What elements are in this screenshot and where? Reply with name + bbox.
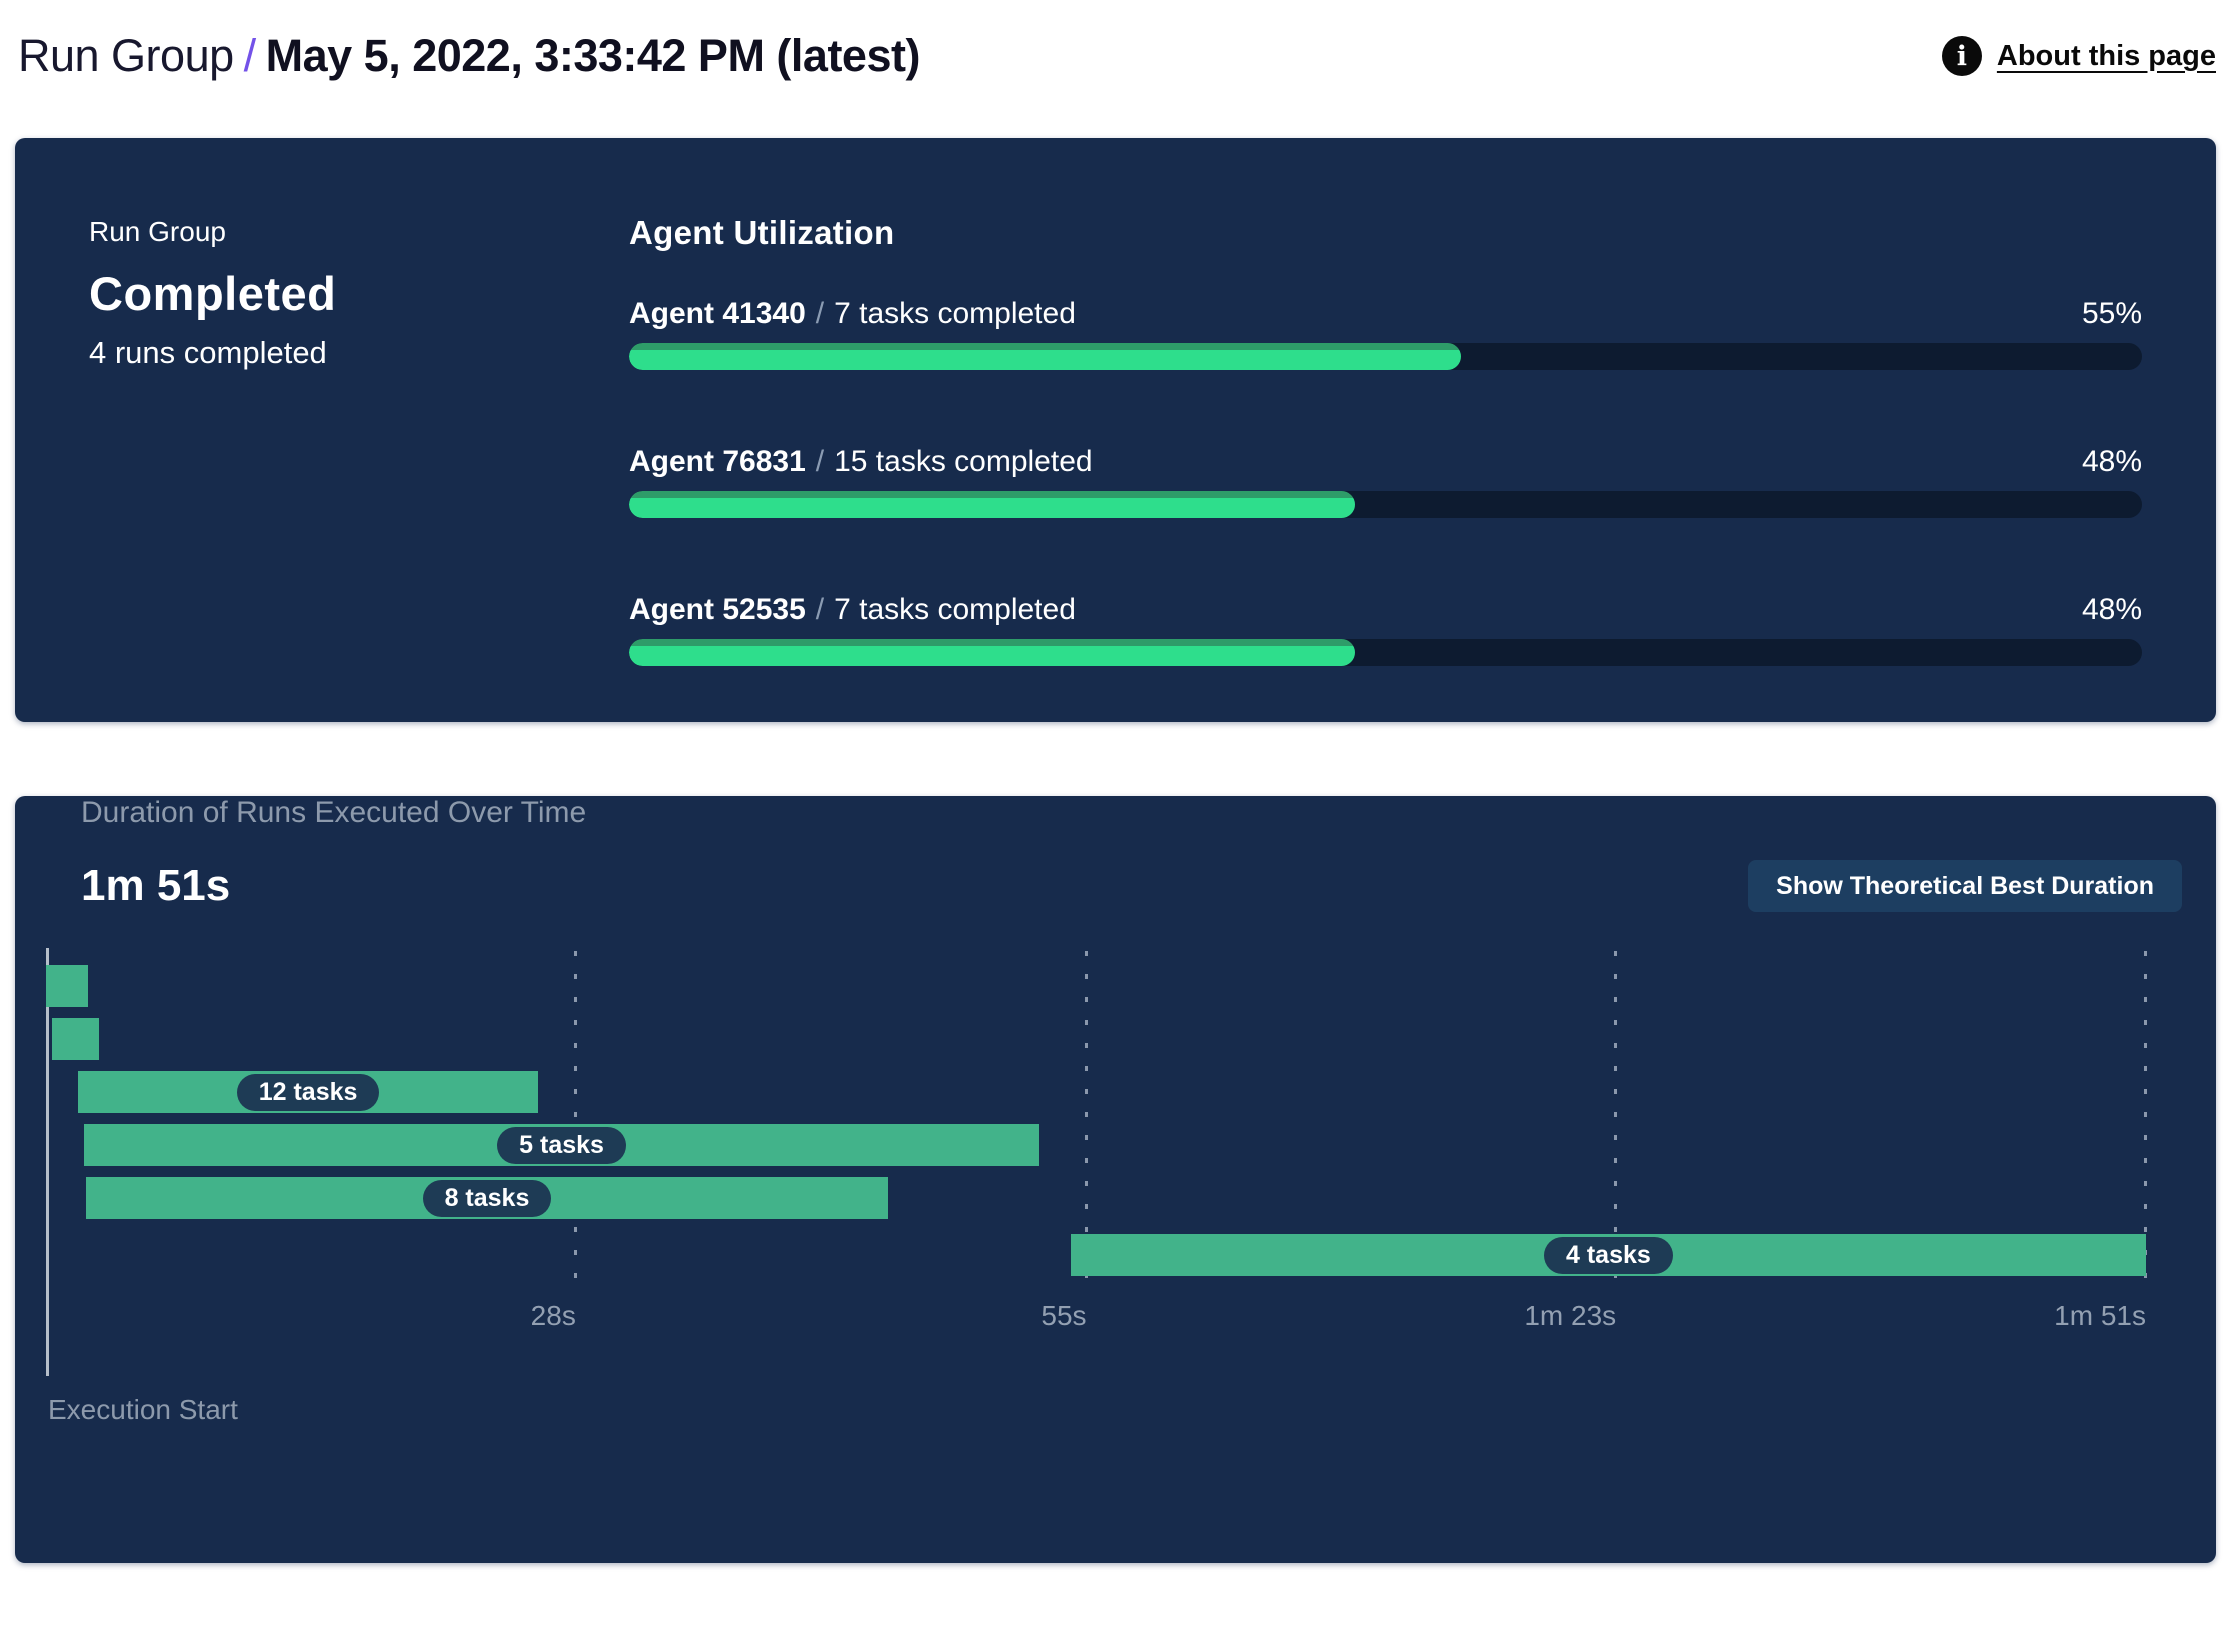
gantt-row: 12 tasks	[46, 1071, 2146, 1113]
execution-start-line	[46, 948, 49, 1376]
run-bar[interactable]: 4 tasks	[1070, 1234, 2146, 1276]
task-count-pill: 4 tasks	[1543, 1236, 1673, 1274]
progress-track	[629, 343, 2142, 370]
run-bar[interactable]: 12 tasks	[78, 1071, 539, 1113]
about-label: About this page	[1996, 39, 2216, 72]
page-title: Run Group / May 5, 2022, 3:33:42 PM (lates…	[18, 30, 920, 82]
agent-utilization-percent: 48%	[2081, 593, 2142, 626]
run-bar[interactable]	[51, 1018, 99, 1060]
gantt-row	[46, 1018, 2146, 1060]
agent-row: Agent 52535 / 7 tasks completed 48%	[629, 593, 2142, 666]
gridline-28s	[573, 951, 577, 1291]
run-group-status-panel: Run Group Completed 4 runs completed	[89, 216, 629, 722]
info-icon: i	[1941, 36, 1982, 76]
total-duration: 1m 51s	[81, 861, 231, 910]
duration-header-row: 1m 51s Show Theoretical Best Duration	[81, 860, 2182, 912]
agent-name: Agent 76831	[629, 445, 806, 478]
agent-row-label: Agent 52535 / 7 tasks completed 48%	[629, 593, 2142, 627]
agent-label-separator: /	[815, 445, 825, 478]
agent-tasks-completed: 7 tasks completed	[834, 297, 1076, 330]
agent-row: Agent 41340 / 7 tasks completed 55%	[629, 297, 2142, 370]
gridline-1m51s	[2144, 951, 2147, 1291]
show-theoretical-best-button[interactable]: Show Theoretical Best Duration	[1748, 860, 2182, 912]
axis-tick-label: 1m 23s	[1524, 1300, 1617, 1331]
agent-label-separator: /	[815, 297, 825, 330]
progress-track	[629, 491, 2142, 518]
agent-utilization-panel: Agent Utilization Agent 41340 / 7 tasks co…	[629, 214, 2142, 722]
agent-utilization-percent: 48%	[2081, 445, 2142, 478]
gantt-rows: 12 tasks 5 tasks 8 tasks 4 tasks	[46, 948, 2146, 1276]
agent-row-label: Agent 76831 / 15 tasks completed 48%	[629, 445, 2142, 479]
gantt-chart: 12 tasks 5 tasks 8 tasks 4 tasks	[46, 948, 2147, 1376]
gridline-55s	[1084, 951, 1088, 1291]
runs-completed-text: 4 runs completed	[89, 335, 327, 370]
axis-tick-label: 28s	[530, 1300, 576, 1331]
task-count-pill: 5 tasks	[497, 1126, 626, 1164]
axis-tick-label: 1m 51s	[2054, 1300, 2146, 1331]
agent-utilization-heading: Agent Utilization	[629, 214, 895, 251]
run-group-status: Completed	[89, 267, 337, 320]
progress-fill	[629, 491, 1356, 518]
breadcrumb: Run Group	[18, 30, 234, 81]
gantt-row: 4 tasks	[46, 1234, 2146, 1276]
agent-name: Agent 52535	[629, 593, 806, 626]
top-header: Run Group / May 5, 2022, 3:33:42 PM (lates…	[0, 0, 2240, 100]
agent-tasks-completed: 15 tasks completed	[834, 445, 1093, 478]
time-axis: 28s 55s 1m 23s 1m 51s	[46, 1300, 2146, 1334]
page-title-date: May 5, 2022, 3:33:42 PM (latest)	[265, 30, 921, 81]
progress-fill	[629, 639, 1356, 666]
agent-utilization-percent: 55%	[2081, 297, 2142, 330]
run-group-summary-card: Run Group Completed 4 runs completed Age…	[15, 138, 2216, 722]
execution-start-label: Execution Start	[48, 1394, 238, 1425]
run-bar[interactable]	[46, 965, 88, 1007]
agent-name: Agent 41340	[629, 297, 806, 330]
gantt-row	[46, 965, 2146, 1007]
agent-tasks-completed: 7 tasks completed	[834, 593, 1076, 626]
agent-row: Agent 76831 / 15 tasks completed 48%	[629, 445, 2142, 518]
task-count-pill: 8 tasks	[422, 1179, 552, 1217]
run-group-label: Run Group	[89, 216, 226, 247]
run-bar[interactable]: 8 tasks	[85, 1177, 889, 1219]
gridline-1m23s	[1614, 951, 1618, 1291]
about-this-page-link[interactable]: i About this page	[1941, 36, 2216, 76]
agent-row-label: Agent 41340 / 7 tasks completed 55%	[629, 297, 2142, 331]
breadcrumb-separator: /	[243, 30, 257, 81]
gantt-row: 8 tasks	[46, 1177, 2146, 1219]
agent-label-separator: /	[815, 593, 825, 626]
task-count-pill: 12 tasks	[236, 1073, 380, 1111]
duration-card: Duration of Runs Executed Over Time 1m 5…	[15, 796, 2216, 1563]
run-bar[interactable]: 5 tasks	[83, 1124, 1040, 1166]
progress-track	[629, 639, 2142, 666]
gantt-row: 5 tasks	[46, 1124, 2146, 1166]
axis-tick-label: 55s	[1041, 1300, 1087, 1331]
duration-chart-title: Duration of Runs Executed Over Time	[81, 796, 587, 829]
progress-fill	[629, 343, 1462, 370]
